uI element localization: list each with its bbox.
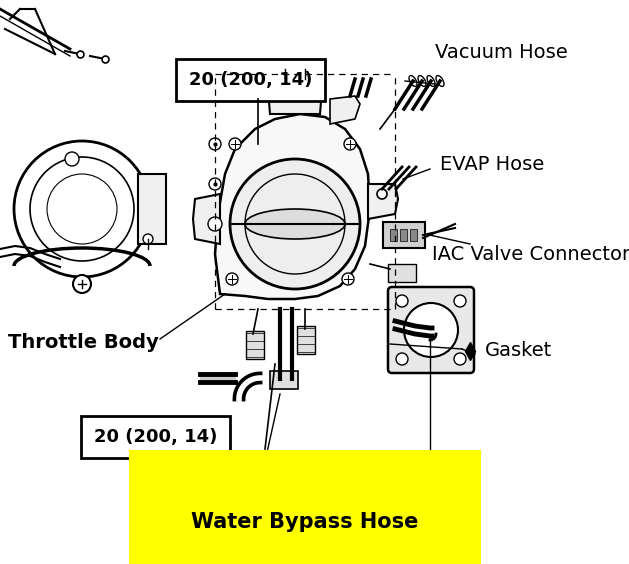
Polygon shape (330, 96, 360, 124)
Circle shape (226, 273, 238, 285)
Bar (390, 229, 397, 241)
Text: 20 (200, 14): 20 (200, 14) (189, 71, 312, 89)
Bar (400, 229, 407, 241)
Circle shape (209, 178, 221, 190)
Circle shape (65, 152, 79, 166)
Polygon shape (193, 194, 220, 244)
Circle shape (208, 217, 222, 231)
Circle shape (377, 189, 387, 199)
Circle shape (454, 353, 466, 365)
Polygon shape (368, 184, 398, 219)
Circle shape (209, 138, 221, 150)
Circle shape (73, 275, 91, 293)
Circle shape (342, 273, 354, 285)
Text: EVAP Hose: EVAP Hose (440, 155, 544, 174)
Text: 20 (200, 14): 20 (200, 14) (94, 428, 217, 446)
FancyBboxPatch shape (138, 174, 166, 244)
Circle shape (143, 234, 153, 244)
FancyBboxPatch shape (176, 59, 325, 101)
Polygon shape (268, 79, 322, 114)
Bar (410, 229, 417, 241)
Text: Vacuum Hose: Vacuum Hose (435, 42, 568, 61)
FancyBboxPatch shape (388, 287, 474, 373)
FancyBboxPatch shape (246, 331, 264, 359)
Circle shape (396, 353, 408, 365)
Polygon shape (215, 114, 370, 299)
Circle shape (454, 295, 466, 307)
FancyBboxPatch shape (383, 222, 425, 248)
FancyBboxPatch shape (297, 326, 315, 354)
Text: Throttle Body: Throttle Body (8, 333, 159, 351)
FancyBboxPatch shape (388, 264, 416, 282)
FancyBboxPatch shape (81, 416, 230, 458)
Circle shape (229, 138, 241, 150)
Text: Gasket: Gasket (485, 341, 552, 360)
FancyBboxPatch shape (270, 371, 298, 389)
Circle shape (404, 303, 458, 357)
Circle shape (396, 295, 408, 307)
Circle shape (344, 138, 356, 150)
Text: Water Bypass Hose: Water Bypass Hose (191, 512, 419, 532)
Text: IAC Valve Connector: IAC Valve Connector (432, 245, 629, 263)
Circle shape (230, 159, 360, 289)
Ellipse shape (245, 209, 345, 239)
